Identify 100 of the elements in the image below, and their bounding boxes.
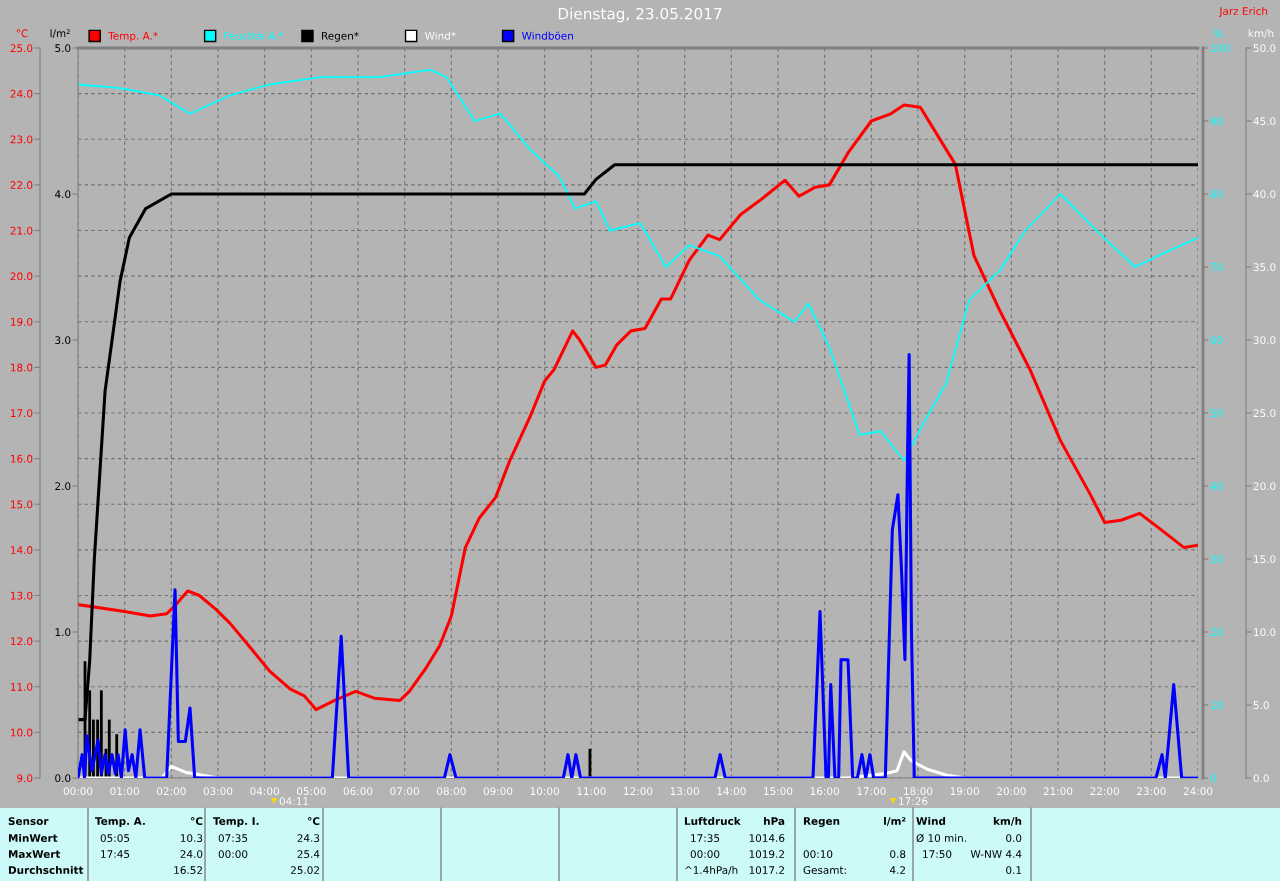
y2-tick-label: 100 [1211,44,1230,53]
x-tick-label: 05:00 [297,787,326,796]
y-tick-label: 2.0 [55,482,71,491]
text: Luftdruck [684,816,741,826]
x-tick-label: 02:00 [157,787,186,796]
text: 10.3 [180,834,203,843]
y-tick-label: 13.0 [11,591,33,600]
x-tick-label: 16:00 [810,787,839,796]
x-tick-label: 04:00 [250,787,279,796]
text: Sensor [8,817,49,826]
text: 1019.2 [749,850,784,859]
x-tick-label: 00:00 [63,787,93,796]
text: 16.52 [174,866,202,875]
text: 24.3 [297,834,320,843]
text: 0.0 [1006,834,1022,843]
text: 24.0 [180,850,203,859]
text: Durchschnitt [8,865,84,875]
legend-label: Wind* [424,31,456,40]
text: Regen [803,817,840,828]
y2-tick-label: 30.0 [1253,336,1276,345]
text: °C [308,817,320,826]
y2-tick-label: 15.0 [1254,555,1276,564]
y2-tick-label: 30 [1210,555,1223,564]
x-tick-label: 13:00 [670,787,699,796]
y-axis-title: l/m² [50,29,70,39]
x-tick-label: 10:00 [530,787,559,796]
legend-label: Temp. A.* [108,31,158,42]
y-axis-title: °C [16,29,28,38]
y-tick-label: 25.0 [10,44,33,53]
y2-tick-label: 20 [1210,628,1223,637]
chart-title: Dienstag, 23.05.2017 [558,7,722,23]
y-tick-label: 15.0 [11,500,33,509]
y-tick-label: 14.0 [11,546,33,554]
text: 25.4 [297,850,320,859]
text: l/m² [884,816,906,826]
y2-axis-title: % [1213,29,1223,38]
text: 05:05 [100,834,130,843]
x-tick-label: 01:00 [110,787,139,796]
text: 1017.2 [749,866,784,875]
y-tick-label: 10.0 [11,728,33,737]
x-tick-label: 03:00 [203,787,233,796]
x-tick-label: 23:00 [1137,787,1166,796]
legend-label: Windböen [522,31,573,40]
y2-tick-label: 0 [1210,774,1216,783]
text: Ø 10 min. [916,833,966,843]
text: 04:11 [279,797,309,806]
text: 1014.6 [749,834,785,843]
x-tick-label: 15:00 [764,787,793,796]
text: 0.8 [890,850,906,859]
text: 0.1 [1006,866,1022,875]
x-tick-label: 20:00 [997,787,1026,796]
y-tick-label: 12.0 [11,637,33,646]
y2-tick-label: 60 [1210,336,1223,345]
x-tick-label: 19:00 [950,787,979,796]
text: 4.2 [889,866,905,874]
y2-tick-label: 90 [1210,117,1223,126]
x-tick-label: 09:00 [483,787,513,796]
y2-tick-label: 40.0 [1253,190,1276,199]
y-tick-label: 0.0 [55,774,71,783]
y2-axis-title: km/h [1248,29,1274,39]
x-tick-label: 06:00 [343,787,373,796]
y-tick-label: 16.0 [11,454,33,463]
x-tick-label: 22:00 [1090,787,1119,796]
x-tick-label: 17:00 [857,787,886,796]
text: hPa [764,816,785,826]
y-tick-label: 9.0 [17,774,33,783]
y-tick-label: 24.0 [10,89,33,98]
x-tick-label: 11:00 [577,787,606,796]
y-tick-label: 23.0 [10,135,33,144]
text: 00:10 [803,850,833,859]
y2-tick-label: 25.0 [1253,409,1276,418]
y2-tick-label: 50 [1210,409,1223,418]
text: Wind [916,816,946,826]
legend-label: Feuchte A.* [224,31,284,40]
text: 25.02 [290,866,319,875]
legend-label: Regen* [322,31,359,42]
y-tick-label: 21.0 [10,226,33,235]
text: MaxWert [8,850,61,859]
y-tick-label: 4.0 [55,190,71,199]
y2-tick-label: 70 [1210,263,1223,272]
y2-tick-label: 35.0 [1253,263,1276,272]
y2-tick-label: 10 [1211,701,1223,710]
text: Temp. I. [213,817,259,828]
text: 17:45 [101,850,130,859]
text: 17:26 [899,797,928,806]
y-tick-label: 18.0 [11,363,33,372]
x-tick-label: 21:00 [1043,787,1073,796]
y2-tick-label: 20.0 [1253,482,1276,491]
y-tick-label: 1.0 [55,628,71,637]
x-tick-label: 14:00 [717,787,746,796]
y-tick-label: 5.0 [55,44,71,53]
x-tick-label: 24:00 [1183,787,1213,796]
text: W-NW 4.4 [970,850,1022,858]
text: Gesamt: [803,866,846,875]
x-tick-label: 12:00 [624,787,653,796]
y2-tick-label: 50.0 [1253,44,1276,53]
text: 17:35 [691,834,720,843]
x-tick-label: 18:00 [904,787,933,796]
x-tick-label: 08:00 [437,787,466,796]
text: Temp. A. [95,817,145,828]
